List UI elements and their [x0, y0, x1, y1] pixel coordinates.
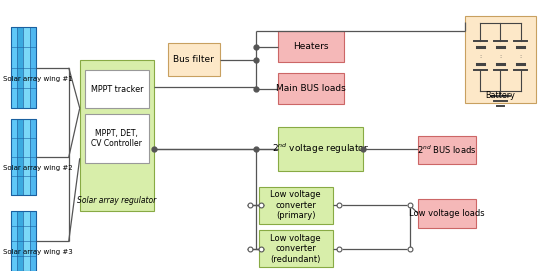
Bar — [30, 27, 36, 108]
Text: Low voltage
converter
(primary): Low voltage converter (primary) — [270, 191, 321, 220]
Bar — [17, 211, 23, 271]
Bar — [418, 136, 476, 164]
Text: Solar array wing #3: Solar array wing #3 — [3, 249, 73, 255]
Text: Battery: Battery — [486, 91, 515, 100]
Bar — [11, 211, 36, 271]
Bar — [11, 27, 17, 108]
Text: :: : — [499, 54, 502, 59]
Bar — [17, 27, 23, 108]
Bar — [11, 119, 36, 195]
Text: Main BUS loads: Main BUS loads — [276, 84, 345, 93]
Text: MPPT, DET,
CV Controller: MPPT, DET, CV Controller — [91, 128, 142, 148]
Bar — [11, 211, 17, 271]
Text: MPPT tracker: MPPT tracker — [91, 85, 143, 94]
Bar — [278, 127, 363, 171]
Bar — [23, 211, 30, 271]
Text: Solar array wing #2: Solar array wing #2 — [3, 165, 73, 171]
Bar — [23, 119, 30, 195]
Text: 2$^{nd}$ voltage regulator: 2$^{nd}$ voltage regulator — [272, 142, 369, 156]
Bar — [258, 187, 333, 224]
Bar — [168, 43, 220, 76]
Text: :: : — [480, 54, 482, 59]
Bar — [278, 31, 344, 62]
Bar — [17, 119, 23, 195]
Text: Heaters: Heaters — [293, 42, 328, 51]
Bar — [80, 60, 154, 211]
Text: Low voltage
converter
(redundant): Low voltage converter (redundant) — [270, 234, 321, 263]
Bar — [30, 119, 36, 195]
Text: Bus filter: Bus filter — [173, 55, 214, 64]
Bar — [85, 114, 148, 163]
Bar — [23, 27, 30, 108]
Bar — [11, 119, 17, 195]
Bar — [418, 199, 476, 228]
Text: Low voltage loads: Low voltage loads — [409, 209, 485, 218]
Bar — [465, 16, 536, 103]
Bar — [85, 70, 148, 108]
Text: Solar array regulator: Solar array regulator — [77, 196, 157, 205]
Bar — [278, 73, 344, 104]
Text: Solar array wing #1: Solar array wing #1 — [3, 76, 73, 82]
Bar — [258, 230, 333, 267]
Text: :: : — [519, 54, 521, 59]
Bar — [11, 27, 36, 108]
Bar — [30, 211, 36, 271]
Text: 2$^{nd}$ BUS loads: 2$^{nd}$ BUS loads — [417, 144, 477, 156]
